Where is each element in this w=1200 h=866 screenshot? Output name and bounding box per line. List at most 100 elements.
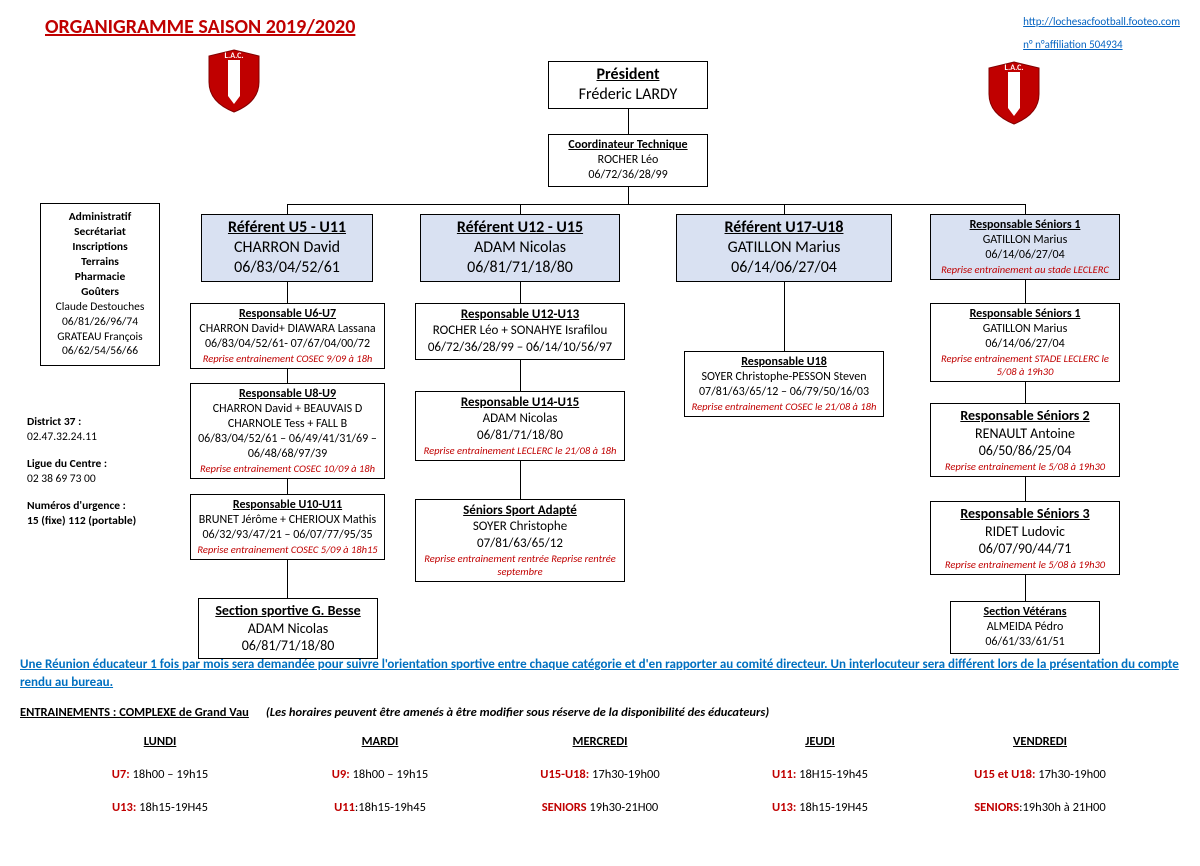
connector — [628, 106, 629, 134]
box-phone: 06/81/71/18/80 — [422, 428, 618, 444]
box-name: ADAM Nicolas — [422, 411, 618, 427]
slot: U11: 18H15-19h45 — [710, 767, 930, 782]
box-name: GATILLON Marius — [937, 322, 1113, 337]
admin-l: Claude Destouches — [45, 300, 155, 315]
day-label: VENDREDI — [930, 734, 1150, 749]
box-title: Responsable U8-U9 — [197, 387, 378, 402]
ref-phone: 06/14/06/27/04 — [683, 258, 885, 278]
connector — [1025, 204, 1026, 214]
responsable-u12-u13: Responsable U12-U13 ROCHER Léo + SONAHYE… — [415, 303, 625, 360]
connector — [520, 204, 521, 214]
admin-l: Secrétariat — [45, 225, 155, 240]
responsable-seniors-3: Responsable Séniors 3 RIDET Ludovic 06/0… — [930, 501, 1120, 575]
sched-col-vendredi: VENDREDI U15 et U18: 17h30-19h00 SENIORS… — [930, 734, 1150, 833]
coordinator-name: ROCHER Léo — [555, 153, 701, 168]
ref-name: CHARRON David — [208, 238, 366, 258]
connector — [784, 204, 785, 214]
box-name: ALMEIDA Pédro — [957, 620, 1093, 635]
admin-l: Administratif — [45, 210, 155, 225]
admin-l: 06/81/26/96/74 — [45, 315, 155, 330]
box-title: Responsable U18 — [691, 355, 877, 370]
box-note: Reprise entrainement COSEC 9/09 à 18h — [197, 352, 378, 365]
sched-col-jeudi: JEUDI U11: 18H15-19h45 U13: 18h15-19H45 — [710, 734, 930, 833]
slot: U13: 18h15-19H45 — [50, 800, 270, 815]
ref-name: GATILLON Marius — [683, 238, 885, 258]
district-v: 02.47.32.24.11 — [27, 430, 167, 445]
box-title: Section Vétérans — [957, 605, 1093, 620]
box-note: Reprise entrainement COSEC 10/09 à 18h — [197, 462, 378, 475]
responsable-u10-u11: Responsable U10-U11 BRUNET Jérôme + CHER… — [190, 494, 385, 560]
ref-title: Référent U5 - U11 — [208, 218, 366, 238]
slot: U13: 18h15-19H45 — [710, 800, 930, 815]
admin-l: Goûters — [45, 285, 155, 300]
admin-box: Administratif Secrétariat Inscriptions T… — [40, 203, 160, 366]
page-title: ORGANIGRAMME SAISON 2019/2020 — [45, 15, 355, 47]
box-title: Responsable U6-U7 — [197, 307, 378, 322]
affiliation-number: n° n°affiliation 504934 — [1023, 38, 1180, 51]
connector — [287, 204, 288, 214]
responsable-seniors-2: Responsable Séniors 2 RENAULT Antoine 06… — [930, 403, 1120, 477]
president-node: Président Fréderic LARDY — [548, 61, 708, 109]
section-veterans: Section Vétérans ALMEIDA Pédro 06/61/33/… — [950, 601, 1100, 654]
box-phone: 06/07/90/44/71 — [937, 540, 1113, 558]
day-label: MARDI — [270, 734, 490, 749]
monthly-meeting-note: Une Réunion éducateur 1 fois par mois se… — [20, 656, 1180, 691]
top-right-info: http://lochesacfootball.footeo.com n° n°… — [1023, 15, 1180, 51]
box-name: SOYER Christophe — [422, 519, 618, 535]
ref-phone: 06/81/71/18/80 — [427, 258, 613, 278]
admin-l: 06/62/54/56/66 — [45, 344, 155, 359]
day-label: JEUDI — [710, 734, 930, 749]
slot: SENIORS:19h30h à 21H00 — [930, 800, 1150, 815]
box-phone: 06/83/04/52/61 – 06/49/41/31/69 – 06/48/… — [197, 432, 378, 462]
ligue-h: Ligue du Centre : — [27, 457, 167, 472]
training-heading-note: (Les horaires peuvent être amenés à être… — [266, 705, 769, 720]
box-name: ADAM Nicolas — [205, 620, 371, 638]
box-title: Séniors Sport Adapté — [422, 503, 618, 519]
slot: U9: 18h00 – 19h15 — [270, 767, 490, 782]
responsable-seniors-1a: Responsable Séniors 1 GATILLON Marius 06… — [930, 214, 1120, 280]
box-phone: 07/81/63/65/12 — [422, 536, 618, 552]
training-heading: ENTRAINEMENTS : COMPLEXE de Grand Vau (L… — [20, 705, 1180, 720]
org-chart-canvas: Président Fréderic LARDY Coordinateur Te… — [20, 51, 1180, 656]
ref-phone: 06/83/04/52/61 — [208, 258, 366, 278]
box-name: SOYER Christophe-PESSON Steven — [691, 370, 877, 385]
box-name: RIDET Ludovic — [937, 523, 1113, 541]
box-phone: 06/81/71/18/80 — [205, 637, 371, 655]
box-note: Reprise entrainement COSEC 5/09 à 18h15 — [197, 543, 378, 556]
box-title: Responsable Séniors 2 — [937, 407, 1113, 425]
section-besse: Section sportive G. Besse ADAM Nicolas 0… — [198, 598, 378, 659]
sched-col-mardi: MARDI U9: 18h00 – 19h15 U11:18h15-19h45 — [270, 734, 490, 833]
box-phone: 06/14/06/27/04 — [937, 248, 1113, 263]
day-label: LUNDI — [50, 734, 270, 749]
admin-l: Terrains — [45, 255, 155, 270]
box-note: Reprise entrainement au stade LECLERC — [937, 263, 1113, 276]
box-phone: 06/32/93/47/21 – 06/07/77/95/35 — [197, 528, 378, 543]
ref-name: ADAM Nicolas — [427, 238, 613, 258]
referent-u17-u18: Référent U17-U18 GATILLON Marius 06/14/0… — [676, 214, 892, 282]
coordinator-phone: 06/72/36/28/99 — [555, 168, 701, 183]
ref-title: Référent U17-U18 — [683, 218, 885, 238]
box-phone: 06/50/86/25/04 — [937, 442, 1113, 460]
responsable-u14-u15: Responsable U14-U15 ADAM Nicolas 06/81/7… — [415, 391, 625, 461]
referent-u12-u15: Référent U12 - U15 ADAM Nicolas 06/81/71… — [420, 214, 620, 282]
sched-col-lundi: LUNDI U7: 18h00 – 19h15 U13: 18h15-19H45 — [50, 734, 270, 833]
responsable-u8-u9: Responsable U8-U9 CHARRON David + BEAUVA… — [190, 383, 385, 479]
slot: U15 et U18: 17h30-19h00 — [930, 767, 1150, 782]
coordinator-title: Coordinateur Technique — [555, 138, 701, 153]
box-title: Responsable Séniors 1 — [937, 218, 1113, 233]
admin-l: Pharmacie — [45, 270, 155, 285]
slot: U11:18h15-19h45 — [270, 800, 490, 815]
referent-u5-u11: Référent U5 - U11 CHARRON David 06/83/04… — [201, 214, 373, 282]
box-title: Responsable Séniors 1 — [937, 307, 1113, 322]
header: ORGANIGRAMME SAISON 2019/2020 http://loc… — [20, 15, 1180, 51]
box-note: Reprise entrainement le 5/08 à 19h30 — [937, 558, 1113, 571]
box-name: ROCHER Léo + SONAHYE Israfilou — [422, 323, 618, 339]
sched-col-mercredi: MERCREDI U15-U18: 17h30-19h00 SENIORS 19… — [490, 734, 710, 833]
box-title: Section sportive G. Besse — [205, 602, 371, 620]
website-link[interactable]: http://lochesacfootball.footeo.com — [1023, 15, 1180, 28]
president-title: Président — [555, 65, 701, 85]
box-note: Reprise entrainement STADE LECLERC le 5/… — [937, 352, 1113, 378]
box-title: Responsable U10-U11 — [197, 498, 378, 513]
district-info: District 37 : 02.47.32.24.11 Ligue du Ce… — [27, 415, 167, 529]
responsable-seniors-1b: Responsable Séniors 1 GATILLON Marius 06… — [930, 303, 1120, 382]
